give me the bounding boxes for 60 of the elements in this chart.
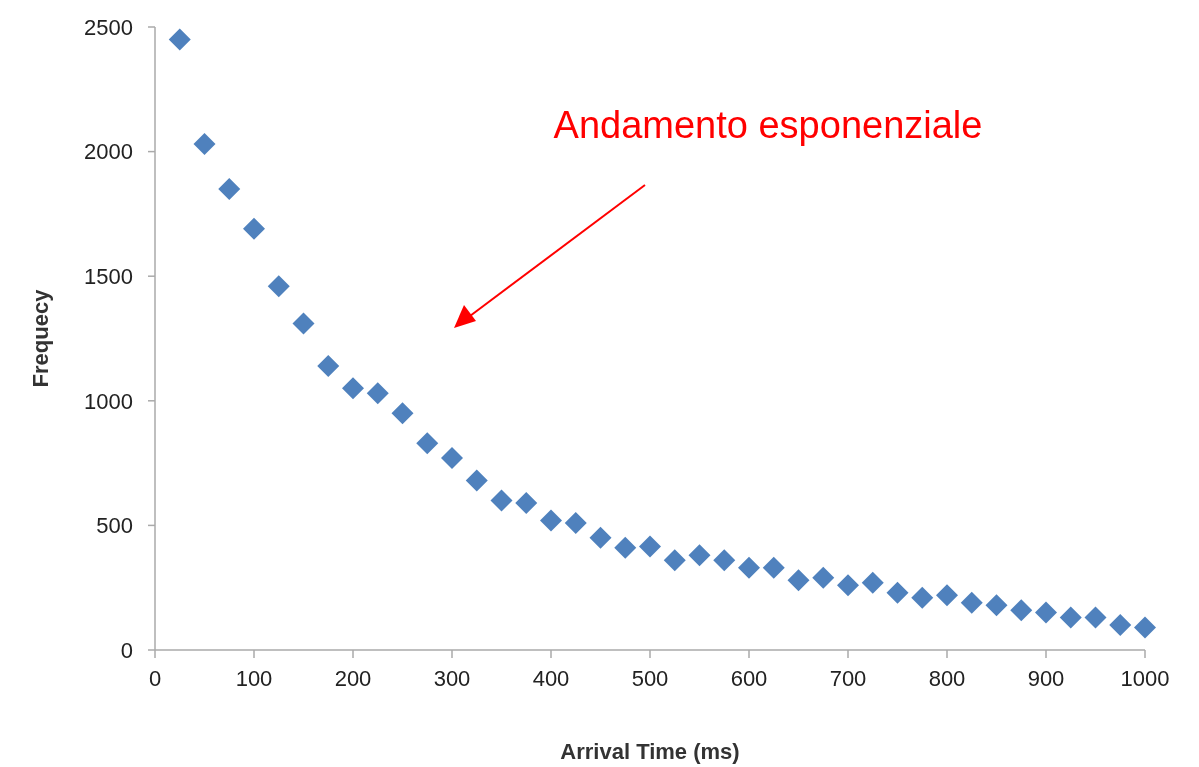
x-tick-label: 900 bbox=[1027, 666, 1065, 691]
point bbox=[465, 469, 488, 492]
point bbox=[391, 402, 414, 425]
point bbox=[168, 28, 191, 51]
x-tick-label: 100 bbox=[235, 666, 273, 691]
point bbox=[960, 591, 983, 614]
point bbox=[441, 447, 463, 470]
point bbox=[911, 586, 934, 609]
point bbox=[886, 581, 909, 604]
point bbox=[861, 571, 884, 594]
point bbox=[267, 275, 290, 298]
point bbox=[292, 312, 315, 335]
point bbox=[416, 432, 439, 455]
y-tick-label: 500 bbox=[96, 513, 133, 539]
point bbox=[1134, 616, 1156, 639]
point bbox=[342, 377, 364, 400]
point bbox=[218, 177, 241, 200]
point bbox=[837, 574, 859, 597]
point bbox=[1010, 599, 1033, 622]
point bbox=[787, 569, 810, 592]
x-tick-label: 300 bbox=[433, 666, 471, 691]
point bbox=[515, 491, 538, 514]
x-tick-label: 200 bbox=[334, 666, 372, 691]
y-tick-label: 2500 bbox=[84, 14, 133, 40]
point bbox=[1084, 606, 1107, 629]
point bbox=[812, 566, 835, 589]
point bbox=[1059, 606, 1082, 629]
point bbox=[663, 549, 686, 572]
point bbox=[589, 526, 612, 549]
y-tick-label: 1500 bbox=[84, 263, 133, 289]
point bbox=[688, 544, 711, 567]
y-tick-label: 1000 bbox=[84, 388, 133, 414]
point bbox=[490, 489, 513, 512]
x-tick-label: 400 bbox=[532, 666, 570, 691]
point bbox=[639, 535, 661, 558]
y-axis-title: Frequecy bbox=[28, 288, 53, 388]
x-axis-title: Arrival Time (ms) bbox=[560, 739, 740, 764]
point bbox=[1035, 601, 1057, 624]
point bbox=[193, 133, 216, 156]
y-tick-label: 2000 bbox=[84, 139, 133, 165]
point bbox=[614, 536, 637, 559]
x-tick-label: 800 bbox=[928, 666, 966, 691]
point bbox=[366, 382, 389, 405]
point bbox=[243, 217, 265, 240]
point bbox=[564, 511, 587, 534]
point bbox=[1109, 614, 1132, 637]
point bbox=[713, 549, 736, 572]
point bbox=[762, 556, 785, 579]
point bbox=[936, 584, 958, 607]
annotation: Andamento esponenziale bbox=[553, 104, 983, 146]
y-tick-label: 0 bbox=[120, 637, 133, 663]
x-tick-label: 700 bbox=[829, 666, 867, 691]
x-tick-label: 0 bbox=[148, 666, 162, 691]
point bbox=[738, 556, 760, 579]
x-tick-label: 1000 bbox=[1120, 666, 1170, 691]
point bbox=[317, 354, 340, 377]
point bbox=[985, 594, 1008, 617]
x-tick-label: 600 bbox=[730, 666, 768, 691]
point bbox=[540, 509, 562, 532]
x-tick-label: 500 bbox=[631, 666, 669, 691]
